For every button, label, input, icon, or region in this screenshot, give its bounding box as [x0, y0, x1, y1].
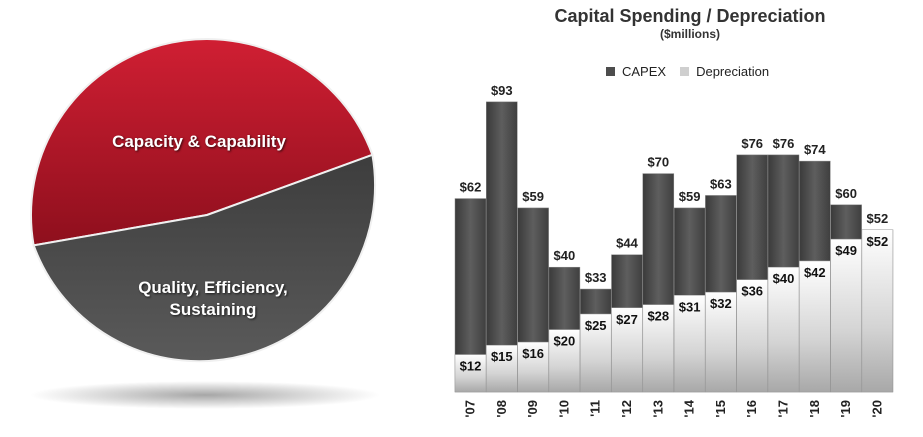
bar-depreciation-6: [642, 304, 675, 393]
label-depreciation-2: $16: [522, 346, 544, 361]
label-depreciation-7: $31: [679, 299, 701, 314]
bar-depreciation-12: [830, 238, 862, 393]
bar-depreciation-0: [454, 354, 487, 393]
legend-swatch-capex: [606, 67, 615, 76]
bar-depreciation-3: [548, 329, 581, 393]
bar-depreciation-13: [861, 229, 894, 393]
label-capex-8: $63: [710, 176, 732, 191]
pie-label-quality-line1: Quality, Efficiency,: [138, 278, 288, 297]
bar-depreciation-2: [517, 341, 549, 393]
label-capex-13: $52: [867, 211, 889, 226]
label-depreciation-4: $25: [585, 318, 607, 333]
pie-shadow: [30, 381, 380, 409]
bar-svg: $62 $12 '07 $93 $15 '08 $59 $16 '09 $40 $20 '10 $33 $…: [454, 83, 894, 418]
pie-slice-quality: [32, 153, 377, 363]
label-capex-7: $59: [679, 189, 701, 204]
bar-depreciation-10: [767, 266, 800, 393]
x-tick-6: '13: [650, 400, 665, 418]
label-capex-4: $33: [585, 270, 607, 285]
pie-svg: [30, 38, 380, 409]
x-tick-13: '20: [869, 400, 884, 418]
legend-label-depreciation: Depreciation: [696, 64, 770, 79]
bar-depreciation-9: [736, 279, 768, 393]
x-tick-0: '07: [463, 400, 478, 418]
legend-label-capex: CAPEX: [622, 64, 667, 79]
label-capex-6: $70: [647, 155, 669, 170]
x-tick-1: '08: [494, 400, 509, 418]
label-capex-5: $44: [616, 236, 638, 251]
label-depreciation-6: $28: [647, 309, 669, 324]
pie-label-quality-line2: Sustaining: [169, 300, 257, 319]
x-tick-3: '10: [556, 400, 571, 418]
label-depreciation-10: $40: [773, 271, 795, 286]
label-depreciation-13: $52: [867, 234, 889, 249]
chart-subtitle: ($millions): [659, 27, 720, 41]
bar-depreciation-1: [486, 344, 518, 393]
label-capex-2: $59: [522, 189, 544, 204]
label-depreciation-9: $36: [741, 284, 763, 299]
x-tick-5: '12: [619, 400, 634, 418]
label-capex-3: $40: [554, 248, 576, 263]
pie-label-quality: Quality, Efficiency, Sustaining: [63, 277, 363, 321]
label-depreciation-1: $15: [491, 349, 513, 364]
x-tick-7: '14: [682, 399, 697, 417]
bar-depreciation-5: [611, 307, 643, 393]
x-tick-8: '15: [713, 400, 728, 418]
bar-chart: Capital Spending / Depreciation ($millio…: [420, 0, 923, 432]
pie-label-capacity: Capacity & Capability: [112, 132, 286, 151]
bars-group: $62 $12 '07 $93 $15 '08 $59 $16 '09 $40 $20 '10 $33 $…: [454, 83, 894, 418]
bar-depreciation-4: [579, 313, 612, 393]
label-depreciation-5: $27: [616, 312, 638, 327]
x-tick-12: '19: [838, 400, 853, 418]
label-depreciation-0: $12: [460, 359, 482, 374]
x-tick-10: '17: [776, 400, 791, 418]
label-depreciation-12: $49: [835, 243, 857, 258]
label-capex-10: $76: [773, 136, 795, 151]
pie-slice-capacity: [30, 38, 374, 247]
label-capex-12: $60: [835, 186, 857, 201]
legend: CAPEX Depreciation: [606, 64, 769, 79]
label-capex-1: $93: [491, 83, 513, 98]
label-capex-11: $74: [804, 142, 826, 157]
label-depreciation-3: $20: [554, 334, 576, 349]
bar-depreciation-7: [673, 295, 706, 393]
label-depreciation-8: $32: [710, 296, 732, 311]
pie-chart: Capacity & Capability Quality, Efficienc…: [0, 0, 420, 432]
bar-capex-1: [486, 101, 518, 393]
x-tick-4: '11: [588, 400, 603, 417]
x-tick-11: '18: [807, 400, 822, 418]
legend-swatch-depreciation: [680, 67, 690, 76]
label-depreciation-11: $42: [804, 265, 826, 280]
x-tick-9: '16: [744, 400, 759, 418]
chart-title: Capital Spending / Depreciation: [554, 6, 826, 26]
bar-depreciation-11: [799, 260, 831, 393]
x-tick-2: '09: [525, 400, 540, 418]
bar-depreciation-8: [705, 291, 737, 393]
label-capex-0: $62: [460, 180, 482, 195]
label-capex-9: $76: [741, 136, 763, 151]
